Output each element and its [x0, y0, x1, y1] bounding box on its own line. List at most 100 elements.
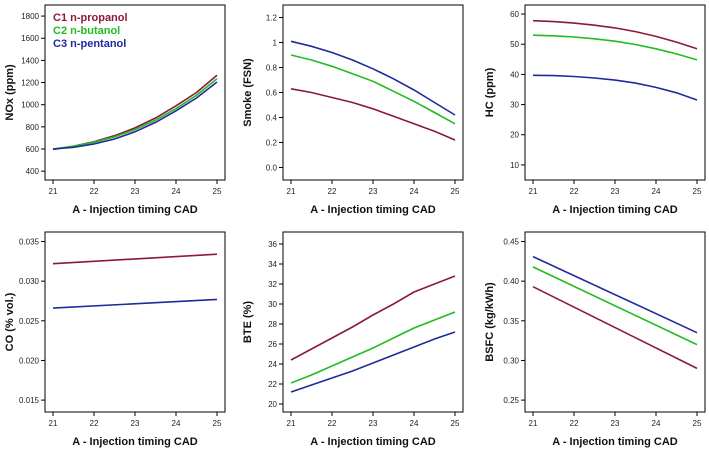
series-line-c1-n-propanol — [532, 285, 698, 370]
y-tick-label: 10 — [510, 161, 519, 170]
series-line-c2-n-butanol — [532, 266, 698, 346]
y-tick-label: 0.030 — [19, 277, 40, 286]
y-tick-label: 0.015 — [19, 396, 40, 405]
y-axis-label: CO (% vol.) — [4, 292, 16, 351]
y-tick-label: 24 — [268, 360, 277, 369]
y-tick-label: 32 — [268, 280, 277, 289]
x-tick-label: 21 — [287, 419, 296, 428]
y-tick-label: 20 — [510, 131, 519, 140]
y-tick-label: 600 — [26, 145, 40, 154]
x-axis-label: A - Injection timing CAD — [552, 436, 678, 448]
series-line-c3-n-pentanol — [532, 255, 698, 334]
y-tick-label: 0.025 — [19, 317, 40, 326]
legend-item: C2 n-butanol — [53, 25, 120, 37]
x-tick-label: 25 — [451, 187, 460, 196]
y-tick-label: 400 — [26, 167, 40, 176]
y-tick-label: 30 — [268, 300, 277, 309]
y-tick-label: 1200 — [21, 79, 39, 88]
y-tick-label: 60 — [510, 10, 519, 19]
chart-smoke: 21 22 23 24 25 0.0 0.2 0.4 0.6 0.8 1 1.2 A - Injecti… — [242, 4, 464, 216]
series-line-c1-n-propanol — [532, 19, 698, 50]
x-tick-label: 24 — [652, 187, 661, 196]
y-tick-label: 1800 — [21, 12, 39, 21]
y-tick-label: 1.2 — [266, 14, 278, 23]
y-axis-label: BSFC (kg/kWh) — [484, 282, 496, 362]
x-tick-label: 24 — [410, 419, 419, 428]
series-line-c2-n-butanol — [532, 34, 698, 61]
x-tick-label: 22 — [90, 187, 99, 196]
x-tick-label: 25 — [213, 187, 222, 196]
chart-hc: 21 22 23 24 25 10 20 30 40 50 60 A - Injection timi… — [484, 4, 706, 216]
x-tick-label: 21 — [287, 187, 296, 196]
x-axis-label: A - Injection timing CAD — [72, 204, 198, 216]
x-tick-label: 24 — [172, 419, 181, 428]
y-tick-label: 1400 — [21, 56, 39, 65]
series-line-c3-n-pentanol — [290, 40, 456, 116]
x-tick-label: 23 — [131, 187, 140, 196]
y-axis-label: BTE (%) — [242, 301, 254, 344]
y-tick-label: 1000 — [21, 101, 39, 110]
series-line-c2-n-butanol — [52, 78, 218, 150]
chart-co: 21 22 23 24 25 0.015 0.020 0.025 0.030 0.035 A - I… — [4, 231, 226, 448]
x-axis-label: A - Injection timing CAD — [310, 204, 436, 216]
y-tick-label: 22 — [268, 380, 277, 389]
y-tick-label: 40 — [510, 70, 519, 79]
x-tick-label: 24 — [172, 187, 181, 196]
y-tick-label: 20 — [268, 400, 277, 409]
x-tick-label: 24 — [410, 187, 419, 196]
y-tick-label: 0.45 — [503, 238, 519, 247]
x-axis-label: A - Injection timing CAD — [310, 436, 436, 448]
x-tick-label: 22 — [328, 419, 337, 428]
x-axis-label: A - Injection timing CAD — [72, 436, 198, 448]
y-tick-label: 0.4 — [266, 114, 278, 123]
y-axis-label: Smoke (FSN) — [242, 58, 254, 127]
y-tick-label: 0.35 — [503, 317, 519, 326]
x-tick-label: 21 — [49, 419, 58, 428]
series-line-c1-n-propanol — [290, 275, 456, 361]
y-tick-label: 30 — [510, 101, 519, 110]
plot-area-nox — [44, 4, 226, 181]
y-axis-label: HC (ppm) — [484, 67, 496, 117]
x-tick-label: 21 — [529, 419, 538, 428]
x-tick-label: 23 — [611, 187, 620, 196]
series-line-c3-n-pentanol — [52, 81, 218, 150]
y-tick-label: 28 — [268, 320, 277, 329]
x-tick-label: 22 — [570, 419, 579, 428]
x-tick-label: 21 — [49, 187, 58, 196]
y-tick-label: 0.0 — [266, 164, 278, 173]
chart-bsfc: 21 22 23 24 25 0.25 0.30 0.35 0.40 0.45 A - Inject… — [484, 231, 706, 448]
y-tick-label: 0.020 — [19, 356, 40, 365]
y-tick-label: 0.8 — [266, 64, 278, 73]
series-line-c2-n-butanol — [290, 311, 456, 384]
x-tick-label: 22 — [90, 419, 99, 428]
series-line-c1-n-propanol — [290, 88, 456, 141]
y-tick-label: 1600 — [21, 34, 39, 43]
x-tick-label: 22 — [570, 187, 579, 196]
y-tick-label: 34 — [268, 260, 277, 269]
y-tick-label: 50 — [510, 40, 519, 49]
y-tick-label: 0.30 — [503, 356, 519, 365]
x-axis-label: A - Injection timing CAD — [552, 204, 678, 216]
plot-area-bsfc — [524, 231, 706, 413]
x-tick-label: 23 — [131, 419, 140, 428]
x-tick-label: 23 — [611, 419, 620, 428]
y-tick-label: 0.6 — [266, 89, 278, 98]
y-axis-label: NOx (ppm) — [4, 64, 16, 121]
plot-area-bte — [282, 231, 464, 413]
x-tick-label: 23 — [369, 419, 378, 428]
x-tick-label: 22 — [328, 187, 337, 196]
y-tick-label: 0.035 — [19, 238, 40, 247]
x-tick-label: 25 — [693, 419, 702, 428]
legend-item: C1 n-propanol — [53, 12, 128, 24]
series-line-c3-n-pentanol — [52, 298, 218, 309]
x-tick-label: 24 — [652, 419, 661, 428]
chart-nox: 21 22 23 24 25 400 600 800 1000 1200 1400 1600 1800 A… — [4, 4, 226, 216]
series-line-c1-n-propanol — [52, 253, 218, 265]
legend-item: C3 n-pentanol — [53, 38, 126, 50]
series-line-c2-n-butanol — [290, 54, 456, 125]
x-tick-label: 25 — [451, 419, 460, 428]
x-tick-label: 23 — [369, 187, 378, 196]
series-line-c3-n-pentanol — [290, 331, 456, 393]
